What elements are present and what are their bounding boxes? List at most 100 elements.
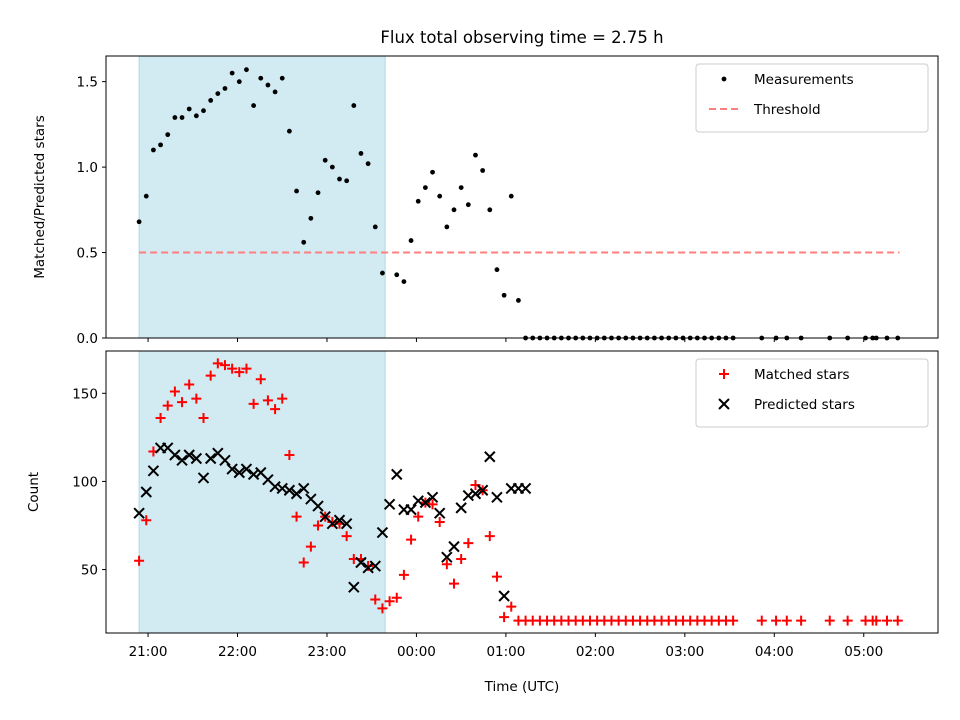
data-point bbox=[458, 185, 464, 191]
x-tick-label: 02:00 bbox=[576, 644, 615, 660]
y-tick-label: 0.5 bbox=[77, 246, 98, 262]
data-point bbox=[494, 267, 500, 273]
legend-label: Predicted stars bbox=[754, 397, 855, 413]
data-point bbox=[487, 207, 493, 213]
data-point bbox=[451, 207, 457, 213]
data-point bbox=[262, 395, 273, 406]
data-point bbox=[376, 526, 389, 539]
legend-marker bbox=[718, 398, 730, 410]
data-point bbox=[455, 502, 467, 514]
data-point bbox=[463, 538, 474, 549]
x-tick-label: 00:00 bbox=[397, 644, 436, 660]
data-point bbox=[412, 495, 424, 507]
data-point bbox=[155, 412, 166, 423]
bottom-legend: Matched stars Predicted stars bbox=[695, 358, 929, 428]
data-point bbox=[771, 615, 782, 626]
data-point bbox=[284, 449, 295, 460]
data-point bbox=[484, 451, 496, 463]
data-point bbox=[327, 516, 338, 527]
data-point bbox=[465, 202, 471, 208]
data-point bbox=[291, 511, 302, 522]
data-point bbox=[882, 615, 893, 626]
data-point bbox=[377, 603, 388, 614]
data-point bbox=[240, 463, 253, 475]
observing-window-shade bbox=[138, 55, 386, 339]
data-point bbox=[136, 219, 142, 225]
data-point bbox=[226, 463, 238, 475]
y-tick-label: 0.0 bbox=[77, 331, 98, 347]
data-point bbox=[190, 452, 203, 465]
top-legend: Measurements Threshold bbox=[695, 63, 929, 133]
data-point bbox=[355, 556, 367, 569]
data-point bbox=[437, 193, 443, 199]
data-point bbox=[134, 555, 145, 566]
y-tick-label: 50 bbox=[81, 563, 98, 579]
x-tick-label: 03:00 bbox=[665, 644, 704, 660]
data-point bbox=[234, 367, 245, 378]
data-point bbox=[441, 559, 452, 570]
x-tick-label: 05:00 bbox=[844, 644, 883, 660]
data-point bbox=[498, 590, 510, 602]
data-point bbox=[329, 164, 335, 170]
data-point bbox=[172, 115, 178, 120]
data-point bbox=[383, 498, 396, 511]
data-point bbox=[208, 98, 214, 103]
data-point bbox=[394, 272, 400, 278]
data-point bbox=[427, 499, 438, 510]
data-point bbox=[391, 468, 403, 481]
data-point bbox=[313, 520, 324, 531]
data-point bbox=[265, 82, 271, 88]
data-point bbox=[337, 176, 342, 182]
data-point bbox=[141, 515, 152, 526]
data-point bbox=[422, 185, 428, 191]
data-point bbox=[169, 386, 180, 397]
data-point bbox=[476, 484, 489, 496]
data-point bbox=[147, 465, 160, 477]
data-point bbox=[519, 482, 532, 495]
data-point bbox=[444, 224, 450, 230]
data-point bbox=[413, 511, 424, 522]
data-point bbox=[301, 239, 307, 245]
data-point bbox=[426, 491, 439, 503]
data-point bbox=[312, 500, 324, 512]
data-point bbox=[212, 358, 223, 369]
data-point bbox=[508, 193, 514, 199]
x-tick-label: 04:00 bbox=[755, 644, 794, 660]
data-point bbox=[322, 157, 328, 163]
data-point bbox=[892, 615, 903, 626]
data-point bbox=[198, 412, 209, 423]
data-point bbox=[340, 518, 353, 530]
data-point bbox=[244, 67, 249, 73]
data-point bbox=[283, 484, 296, 496]
data-point bbox=[298, 482, 310, 495]
data-point bbox=[871, 615, 882, 626]
data-point bbox=[480, 168, 486, 173]
data-point bbox=[380, 270, 385, 276]
data-point bbox=[272, 89, 278, 95]
data-point bbox=[205, 370, 216, 381]
data-point bbox=[391, 592, 402, 603]
data-point bbox=[348, 581, 360, 593]
data-point bbox=[326, 518, 339, 530]
data-point bbox=[824, 615, 835, 626]
data-point bbox=[499, 612, 510, 623]
data-point bbox=[241, 363, 252, 374]
data-point bbox=[219, 454, 231, 466]
data-point bbox=[219, 360, 230, 371]
data-point bbox=[191, 393, 202, 404]
data-point bbox=[286, 128, 292, 134]
data-point bbox=[351, 103, 357, 108]
data-point bbox=[384, 596, 395, 607]
data-point bbox=[341, 531, 352, 542]
data-point bbox=[369, 560, 381, 572]
data-point bbox=[143, 193, 149, 199]
data-point bbox=[405, 503, 417, 516]
data-point bbox=[456, 553, 467, 564]
data-point bbox=[179, 115, 185, 120]
data-point bbox=[370, 594, 381, 605]
data-point bbox=[448, 540, 460, 553]
data-point bbox=[215, 91, 221, 96]
plot-frame bbox=[105, 55, 939, 339]
data-point bbox=[358, 151, 364, 156]
legend-marker bbox=[719, 369, 729, 379]
